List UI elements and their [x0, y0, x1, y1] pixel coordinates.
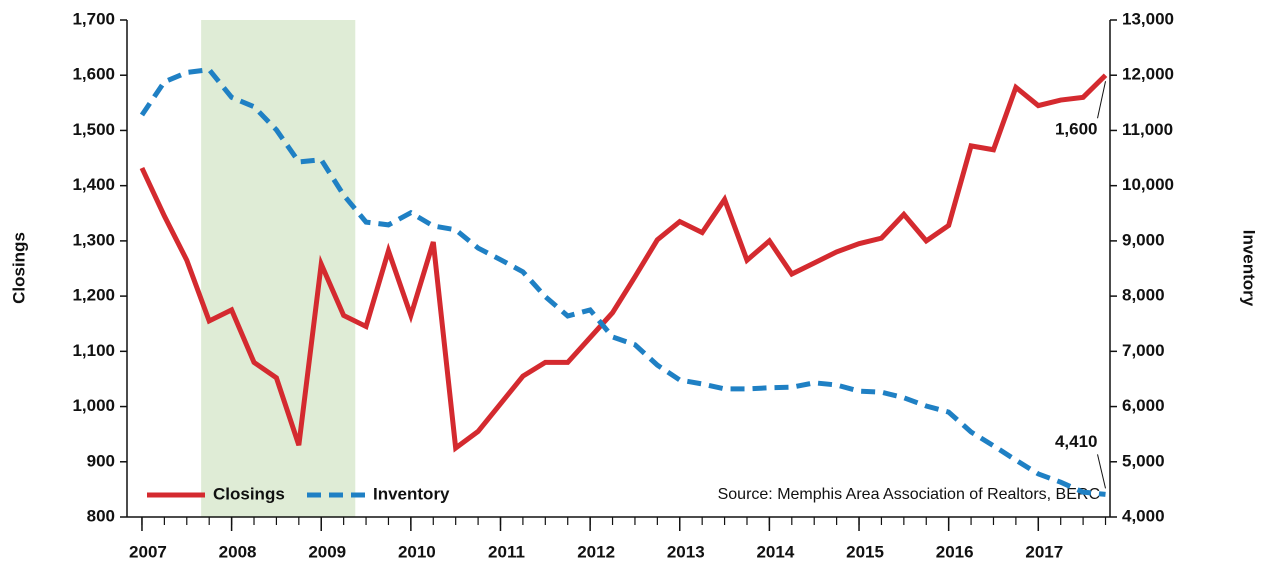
legend-label: Closings [213, 484, 285, 503]
data-label: 4,410 [1055, 432, 1098, 451]
y-tick-label: 1,300 [72, 230, 115, 249]
x-tick-label: 2016 [936, 542, 974, 561]
x-tick-label: 2010 [398, 542, 436, 561]
label-leader [1097, 81, 1107, 119]
y2-axis-title: Inventory [1240, 230, 1259, 307]
y-tick-label: 1,200 [72, 286, 115, 305]
y-tick-label: 1,500 [72, 120, 115, 139]
y2-tick-label: 9,000 [1122, 230, 1165, 249]
y2-tick-label: 7,000 [1122, 341, 1165, 360]
y2-tick-label: 5,000 [1122, 451, 1165, 470]
x-tick-label: 2012 [577, 542, 615, 561]
y-tick-label: 1,100 [72, 341, 115, 360]
y-tick-label: 1,400 [72, 175, 115, 194]
y-tick-label: 900 [87, 451, 115, 470]
y-tick-label: 1,000 [72, 396, 115, 415]
x-tick-label: 2011 [488, 542, 525, 561]
y2-tick-label: 10,000 [1122, 175, 1174, 194]
y2-tick-label: 4,000 [1122, 506, 1165, 525]
label-leader [1097, 454, 1107, 489]
x-tick-label: 2007 [129, 542, 167, 561]
x-tick-label: 2013 [667, 542, 705, 561]
x-tick-label: 2015 [846, 542, 884, 561]
x-tick-label: 2014 [756, 542, 794, 561]
y-tick-label: 1,700 [72, 9, 115, 28]
y-tick-label: 800 [87, 506, 115, 525]
x-tick-label: 2017 [1025, 542, 1063, 561]
y2-tick-label: 8,000 [1122, 286, 1165, 305]
y2-tick-label: 12,000 [1122, 65, 1174, 84]
x-tick-label: 2009 [308, 542, 346, 561]
series-line [139, 67, 1106, 497]
y2-tick-label: 11,000 [1122, 120, 1173, 139]
x-tick-label: 2008 [219, 542, 257, 561]
source-note: Source: Memphis Area Association of Real… [718, 486, 1100, 503]
y2-tick-label: 6,000 [1122, 396, 1165, 415]
y2-tick-label: 13,000 [1122, 9, 1174, 28]
shaded-region [201, 20, 356, 517]
data-label: 1,600 [1055, 120, 1098, 139]
y-tick-label: 1,600 [72, 65, 115, 84]
legend-label: Inventory [373, 484, 450, 503]
y-axis-title: Closings [9, 232, 28, 304]
series-line [139, 73, 1108, 453]
